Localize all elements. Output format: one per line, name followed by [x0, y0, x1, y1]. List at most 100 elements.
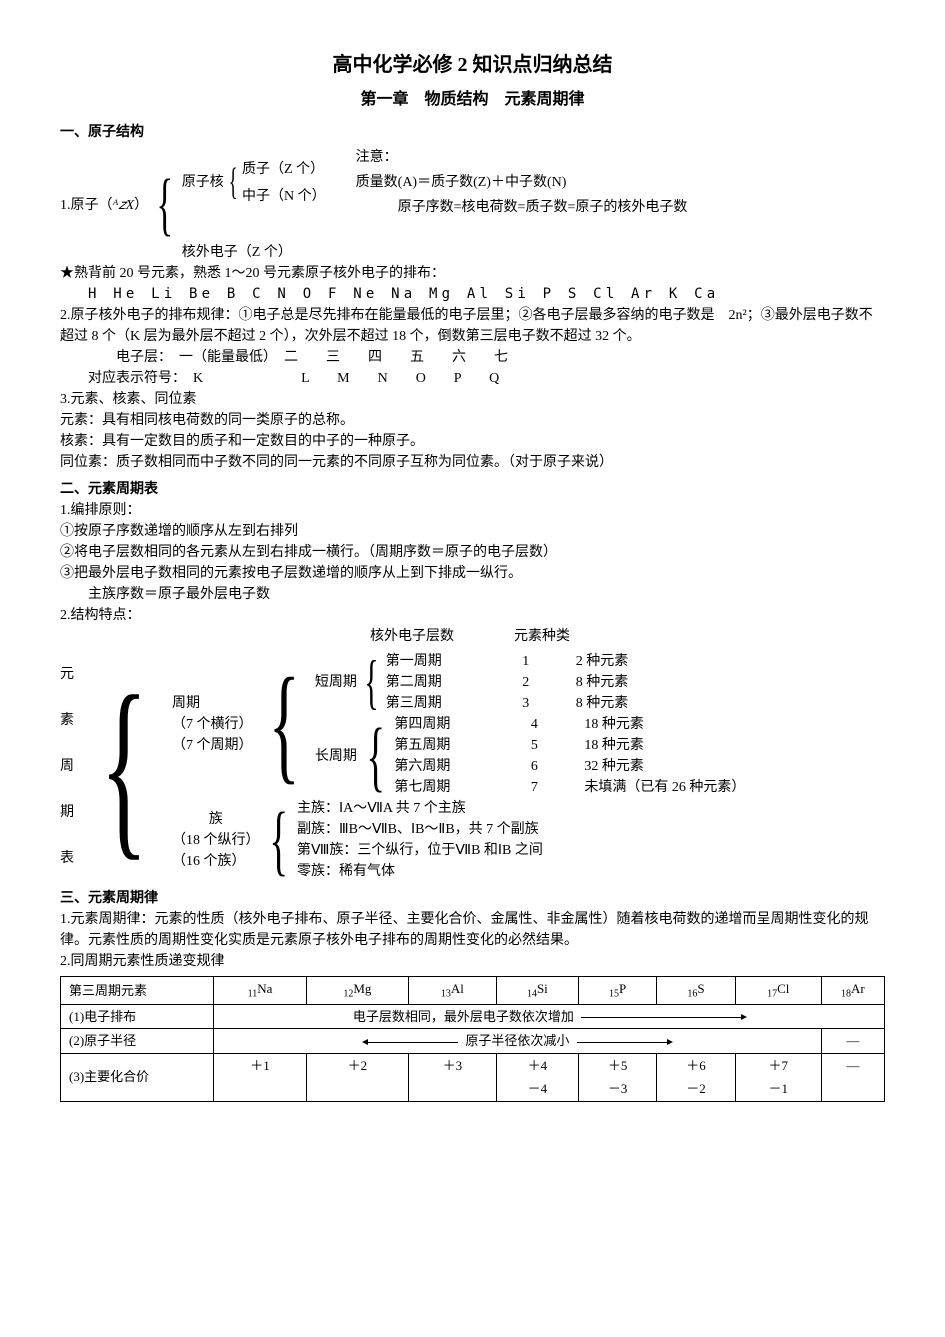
periodic-law-text: 1.元素周期律：元素的性质（核外电子排布、原子半径、主要化合价、金属性、非金属性…	[60, 909, 885, 951]
row-2-content: 原子半径依次减小	[214, 1029, 822, 1054]
table-cell: ＋6	[657, 1053, 735, 1077]
row-2-text: 原子半径依次减小	[465, 1033, 569, 1048]
section-2-1: 1.编排原则：	[60, 500, 885, 521]
memorize-20-elements: ★熟背前 20 号元素，熟悉 1～20 号元素原子核外电子的排布：	[60, 263, 885, 284]
table-cell: －3	[578, 1077, 656, 1101]
period-6: 第六周期	[394, 756, 484, 777]
table-cell: ＋7	[735, 1053, 821, 1077]
period-5-kinds: 18 种元素	[584, 735, 644, 756]
arrow-icon	[577, 1042, 667, 1043]
proton-label: 质子（Z 个）	[242, 159, 326, 180]
table-cell: ＋2	[306, 1053, 408, 1077]
table-cell: ＋4	[496, 1053, 578, 1077]
group-columns-note: （18 个纵行）	[172, 830, 260, 851]
period-4: 第四周期	[394, 714, 484, 735]
main-groups: 主族：ⅠA～ⅦA 共 7 个主族	[297, 798, 543, 819]
table-row: (3)主要化合价 ＋1 ＋2 ＋3 ＋4 ＋5 ＋6 ＋7 —	[61, 1053, 885, 1077]
table-cell: ＋1	[214, 1053, 307, 1077]
note-label: 注意：	[356, 147, 688, 168]
period-2-shells: 2	[476, 672, 576, 693]
table-cell: ＋3	[408, 1053, 496, 1077]
table-cell	[306, 1077, 408, 1101]
period-3-kinds: 8 种元素	[576, 693, 629, 714]
period-3-properties-table: 第三周期元素 11Na 12Mg 13Al 14Si 15P 16S 17Cl …	[60, 976, 885, 1102]
section-2-heading: 二、元素周期表	[60, 479, 885, 500]
section-1-3: 3.元素、核素、同位素	[60, 389, 885, 410]
table-cell	[821, 1077, 884, 1101]
sub-groups: 副族：ⅢB～ⅦB、ⅠB～ⅡB，共 7 个副族	[297, 819, 543, 840]
brace-icon: {	[228, 165, 237, 199]
rule-2-1c: ③把最外层电子数相同的元素按电子层数递增的顺序从上到下排成一纵行。	[60, 563, 885, 584]
rule-2-1a: ①按原子序数递增的顺序从左到右排列	[60, 521, 885, 542]
neutron-label: 中子（N 个）	[242, 186, 326, 207]
section-1-heading: 一、原子结构	[60, 122, 885, 143]
tree-root-char: 元	[60, 664, 74, 685]
row-2-dash: —	[821, 1029, 884, 1054]
table-cell: 12Mg	[306, 977, 408, 1005]
col-header-shells: 核外电子层数	[370, 626, 454, 647]
period-3-shells: 3	[476, 693, 576, 714]
table-row: (1)电子排布 电子层数相同，最外层电子数依次增加	[61, 1004, 885, 1029]
table-row: 第三周期元素 11Na 12Mg 13Al 14Si 15P 16S 17Cl …	[61, 977, 885, 1005]
main-group-rule: 主族序数＝原子最外层电子数	[88, 584, 885, 605]
group-count-note: （16 个族）	[172, 851, 260, 872]
table-cell: ＋5	[578, 1053, 656, 1077]
row-1-text: 电子层数相同，最外层电子数依次增加	[353, 1009, 574, 1024]
definition-nuclide: 核素：具有一定数目的质子和一定数目的中子的一种原子。	[60, 431, 885, 452]
row-1-label: (1)电子排布	[61, 1004, 214, 1029]
period-7-kinds: 未填满（已有 26 种元素）	[584, 777, 745, 798]
tree-root-char: 素	[60, 710, 74, 731]
tree-root-char: 期	[60, 802, 74, 823]
group-label: 族	[172, 809, 260, 830]
tree-root-label: 元素周期表	[60, 651, 76, 882]
z-equation: 原子序数=核电荷数=质子数=原子的核外电子数	[398, 197, 688, 218]
section-3-heading: 三、元素周期律	[60, 888, 885, 909]
short-period-label: 短周期	[315, 672, 357, 693]
group-zero: 零族：稀有气体	[297, 861, 543, 882]
rule-2-1b: ②将电子层数相同的各元素从左到右排成一横行。（周期序数＝原子的电子层数）	[60, 542, 885, 563]
row-2-label: (2)原子半径	[61, 1029, 214, 1054]
table-cell: 16S	[657, 977, 735, 1005]
table-cell: —	[821, 1053, 884, 1077]
nucleus-label: 原子核	[182, 172, 224, 193]
period-2: 第二周期	[386, 672, 476, 693]
period-5: 第五周期	[394, 735, 484, 756]
period-1-kinds: 2 种元素	[576, 651, 629, 672]
table-cell: 13Al	[408, 977, 496, 1005]
shell-energy-order: 电子层： 一（能量最低） 二 三 四 五 六 七	[116, 347, 885, 368]
brace-icon: {	[269, 807, 288, 873]
table-header-0: 第三周期元素	[61, 977, 214, 1005]
table-row: (2)原子半径 原子半径依次减小 —	[61, 1029, 885, 1054]
table-cell: 15P	[578, 977, 656, 1005]
page-title: 高中化学必修 2 知识点归纳总结	[60, 50, 885, 80]
tree-root-char: 表	[60, 848, 74, 869]
row-1-content: 电子层数相同，最外层电子数依次增加	[214, 1004, 885, 1029]
table-cell: －4	[496, 1077, 578, 1101]
atom-structure-diagram: 1.原子（ᴬ𝑧X） { 原子核 { 质子（Z 个） 中子（N 个） 注意： 质量…	[60, 147, 885, 263]
table-cell: 18Ar	[821, 977, 884, 1005]
table-cell: 11Na	[214, 977, 307, 1005]
chapter-title: 第一章 物质结构 元素周期律	[60, 88, 885, 112]
group-viii: 第Ⅷ族：三个纵行，位于ⅦB 和ⅠB 之间	[297, 840, 543, 861]
atom-label: 1.原子（	[60, 198, 113, 213]
row-3-label: (3)主要化合价	[61, 1053, 214, 1101]
atom-label-close: ）	[134, 198, 148, 213]
brace-icon: {	[100, 682, 148, 852]
period-5-shells: 5	[484, 735, 584, 756]
period-label: 周期	[172, 693, 253, 714]
brace-icon: {	[364, 657, 378, 708]
period-4-shells: 4	[484, 714, 584, 735]
table-cell: 14Si	[496, 977, 578, 1005]
tree-root-char: 周	[60, 756, 74, 777]
period-7: 第七周期	[394, 777, 484, 798]
section-3-2: 2.同周期元素性质递变规律	[60, 951, 885, 972]
period-count-note: （7 个周期）	[172, 735, 253, 756]
period-2-kinds: 8 种元素	[576, 672, 629, 693]
period-1: 第一周期	[386, 651, 476, 672]
arrow-icon	[368, 1042, 458, 1043]
definition-element: 元素：具有相同核电荷数的同一类原子的总称。	[60, 410, 885, 431]
period-6-kinds: 32 种元素	[584, 756, 644, 777]
mass-equation: 质量数(A)＝质子数(Z)＋中子数(N)	[356, 172, 688, 193]
period-1-shells: 1	[476, 651, 576, 672]
brace-icon: {	[157, 177, 174, 233]
